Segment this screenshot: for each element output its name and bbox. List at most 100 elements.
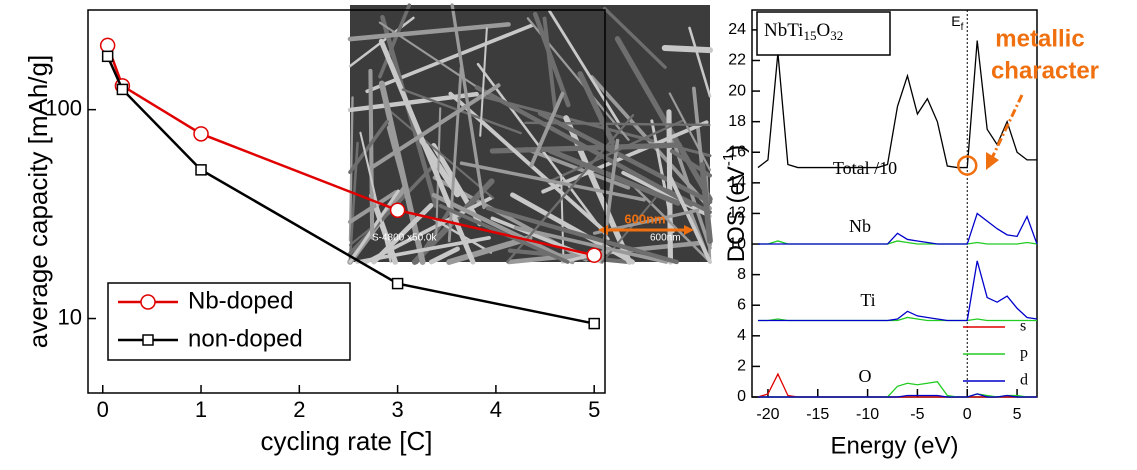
point [588, 317, 600, 330]
legend-label: p [1020, 345, 1028, 362]
chart-title: NbTi15O32 [764, 20, 843, 43]
fiber [485, 206, 679, 265]
fiber [666, 109, 674, 265]
scale-arrowhead [598, 225, 694, 235]
point [193, 126, 209, 142]
fiber [431, 143, 483, 227]
fiber [450, 3, 486, 210]
x-tick-label: 1 [195, 397, 207, 422]
fiber [368, 68, 375, 240]
x-tick-label: 5 [588, 397, 600, 422]
fiber [614, 36, 713, 202]
fermi-label: Ef [951, 13, 963, 33]
inset-label: 600nm [624, 211, 665, 226]
legend-marker [140, 294, 156, 310]
fiber [548, 9, 621, 125]
fiber [513, 225, 668, 264]
legend-marker [142, 334, 154, 346]
fiber [537, 111, 713, 205]
y-tick-label: 16 [728, 143, 746, 160]
fiber [368, 83, 501, 171]
fiber [347, 22, 511, 42]
y-tick-label: 22 [728, 52, 746, 69]
series-line [757, 260, 1038, 322]
y-axis-label-end: ) [723, 145, 750, 153]
x-tick-label: 2 [293, 397, 305, 422]
y-axis-label-main: DOS (eV [723, 166, 750, 262]
x-axis-label: cycling rate [C] [261, 426, 433, 456]
x-tick-label: -15 [806, 406, 829, 423]
y-tick-label: 0 [737, 388, 746, 405]
fiber [359, 131, 392, 264]
series-line [757, 372, 1037, 398]
y-tick-label: 18 [728, 113, 746, 130]
y-axis-label: DOS (eV-1) [720, 145, 750, 262]
x-tick-label: 0 [963, 406, 972, 423]
chart-title-part: O [816, 20, 830, 41]
chart-title-part: 32 [830, 28, 843, 43]
fiber [435, 107, 442, 236]
fiber [661, 44, 713, 54]
fiber [365, 23, 535, 94]
x-tick-label: -20 [756, 406, 779, 423]
fiber [633, 185, 712, 264]
x-axis-label: Energy (eV) [830, 432, 958, 459]
y-axis-label-sup: -1 [720, 153, 737, 166]
fiber [506, 114, 635, 264]
series-line [757, 393, 1037, 398]
fiber [542, 16, 558, 112]
fiber [529, 91, 565, 168]
fiber [532, 11, 571, 108]
point [391, 277, 404, 290]
series-line [757, 40, 1037, 169]
x-tick-label: -10 [856, 406, 879, 423]
fiber [459, 161, 646, 202]
y-tick-label: 10 [728, 235, 746, 252]
y-tick-label: 14 [728, 174, 746, 191]
point [101, 50, 114, 63]
point [116, 83, 129, 96]
y-tick-label: 100 [45, 95, 82, 120]
fiber [431, 192, 575, 265]
y-tick-label: 2 [737, 358, 746, 375]
inset-label: S-4800 x50.0k [372, 233, 437, 244]
inset-image: S-4800 x50.0k 600nm 600nm [347, 3, 713, 265]
annotation: metallic [995, 25, 1084, 52]
panel-label: Nb [849, 216, 871, 236]
annotation-arrow [990, 94, 1024, 159]
panel-label: O [859, 366, 872, 386]
fiber [378, 80, 426, 265]
fiber [428, 246, 460, 265]
fiber [577, 71, 616, 145]
panel-label: Ti [860, 290, 875, 310]
fiber [524, 121, 711, 127]
annotation-arrowhead [986, 152, 999, 170]
fiber [699, 162, 713, 244]
fiber [348, 119, 389, 175]
point [586, 247, 602, 263]
legend-label: d [1020, 372, 1028, 389]
axes-frame [87, 9, 606, 394]
point [99, 37, 116, 54]
fermi-label-sub: f [961, 22, 964, 33]
series-line [757, 212, 1038, 245]
inset-label: 600nm [650, 233, 681, 244]
chart-title-part: 15 [803, 28, 816, 43]
legend-label: non-doped [188, 325, 303, 352]
fiber [602, 6, 667, 69]
y-tick-label: 6 [737, 296, 746, 313]
fiber [386, 107, 495, 200]
fiber [479, 27, 488, 137]
fiber [560, 173, 565, 255]
title-box [756, 11, 891, 56]
fiber [355, 236, 491, 264]
x-tick-label: 0 [97, 397, 109, 422]
fiber [446, 235, 533, 265]
legend-label: s [1020, 318, 1026, 335]
y-tick-label: 8 [737, 266, 746, 283]
annotation: character [991, 57, 1099, 84]
y-tick-label: 4 [737, 327, 746, 344]
annotation-circle [956, 155, 978, 176]
